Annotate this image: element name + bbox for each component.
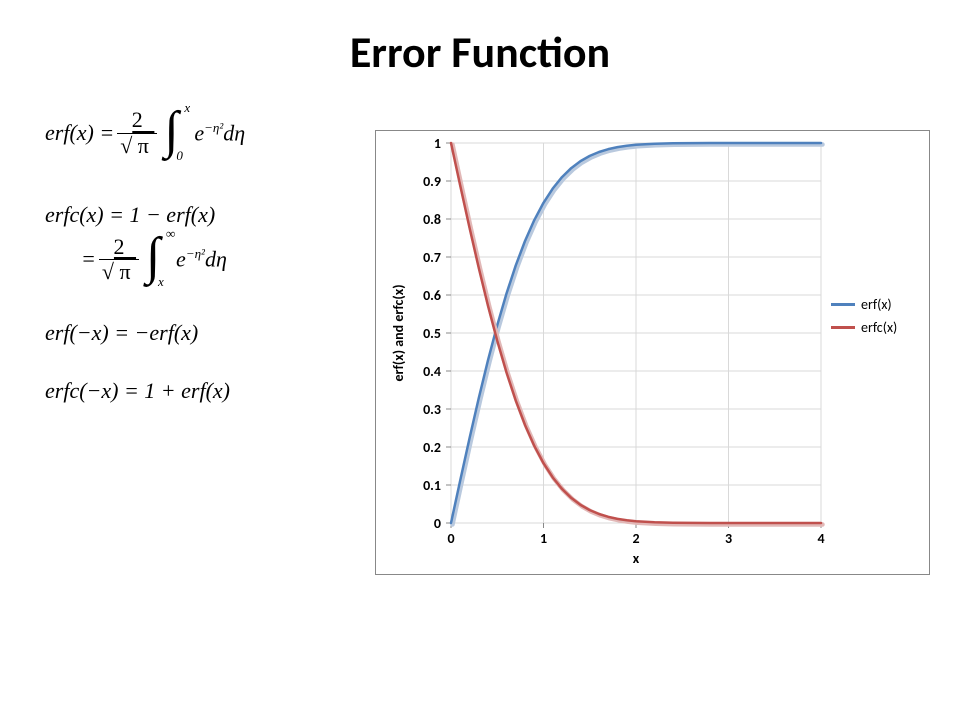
- eq2-dvar: dη: [205, 246, 227, 271]
- eq2-exp: −η²: [186, 246, 205, 261]
- svg-text:1: 1: [434, 135, 441, 152]
- eq2-den: √ π: [99, 259, 139, 284]
- legend-label: erf(x): [861, 296, 892, 313]
- slide: Error Function erf(x) = 2 √ π ∫ x 0 e: [0, 0, 960, 720]
- eq1-integrand: e−η²dη: [194, 121, 245, 146]
- legend-item: erf(x): [831, 296, 897, 313]
- eq1-num: 2: [129, 108, 146, 132]
- legend-label: erfc(x): [861, 319, 897, 336]
- legend-item: erfc(x): [831, 319, 897, 336]
- eq1-lower: 0: [176, 149, 183, 163]
- eq1-lhs: erf(x) =: [45, 121, 114, 145]
- eq3-text: erf(−x) = −erf(x): [45, 320, 198, 345]
- chart-svg: 0 1 2 3 4 0 0.1 0.2 0.3 0.4 0.5 0.6 0.7 0.8 0.9 1 x erf(x…: [376, 131, 929, 574]
- eq1-integral: ∫ x 0: [162, 105, 192, 161]
- svg-text:0.8: 0.8: [423, 211, 441, 228]
- eq2-integrand: e−η²dη: [176, 247, 227, 272]
- legend-swatch: [831, 326, 855, 329]
- svg-text:0.9: 0.9: [423, 173, 441, 190]
- legend-swatch: [831, 303, 855, 306]
- equation-erfc-neg: erfc(−x) = 1 + erf(x): [45, 379, 365, 403]
- svg-text:0.4: 0.4: [423, 363, 441, 380]
- svg-text:2: 2: [632, 530, 639, 547]
- page-title: Error Function: [0, 25, 960, 79]
- equation-erf-def: erf(x) = 2 √ π ∫ x 0 e−η²dη: [45, 105, 365, 161]
- eq2-num: 2: [110, 235, 127, 259]
- svg-text:0.2: 0.2: [423, 439, 441, 456]
- eq4-text: erfc(−x) = 1 + erf(x): [45, 378, 230, 403]
- eq2-line1: erfc(x) = 1 − erf(x): [45, 203, 215, 227]
- svg-text:erf(x) and erfc(x): erf(x) and erfc(x): [390, 284, 407, 381]
- eq2-e: e: [176, 246, 186, 271]
- equations-column: erf(x) = 2 √ π ∫ x 0 e−η²dη: [45, 105, 365, 432]
- eq2-lhs2: =: [81, 247, 96, 271]
- svg-text:3: 3: [725, 530, 732, 547]
- equation-erf-odd: erf(−x) = −erf(x): [45, 321, 365, 345]
- svg-text:0.5: 0.5: [423, 325, 441, 342]
- svg-text:0.7: 0.7: [423, 249, 441, 266]
- svg-text:0.1: 0.1: [423, 477, 441, 494]
- chart-legend: erf(x) erfc(x): [831, 296, 897, 342]
- eq2-integral: ∫ ∞ x: [144, 231, 174, 287]
- eq1-upper: x: [184, 101, 190, 115]
- eq1-fraction: 2 √ π: [117, 108, 157, 157]
- svg-text:0: 0: [434, 515, 441, 532]
- eq1-e: e: [194, 120, 204, 145]
- eq2-lower: x: [158, 275, 164, 289]
- svg-text:4: 4: [817, 530, 824, 547]
- svg-text:0: 0: [447, 530, 454, 547]
- eq1-den: √ π: [117, 133, 157, 158]
- eq2-fraction: 2 √ π: [99, 235, 139, 284]
- eq1-exp: −η²: [204, 120, 223, 135]
- svg-text:0.6: 0.6: [423, 287, 441, 304]
- svg-text:x: x: [633, 550, 640, 567]
- eq2-upper: ∞: [166, 227, 175, 241]
- eq1-dvar: dη: [223, 120, 245, 145]
- erf-chart: 0 1 2 3 4 0 0.1 0.2 0.3 0.4 0.5 0.6 0.7 0.8 0.9 1 x erf(x…: [375, 130, 930, 575]
- svg-text:1: 1: [540, 530, 547, 547]
- equation-erfc-def: erfc(x) = 1 − erf(x) = 2 √ π ∫ ∞ x e−η²d…: [45, 203, 365, 287]
- svg-text:0.3: 0.3: [423, 401, 441, 418]
